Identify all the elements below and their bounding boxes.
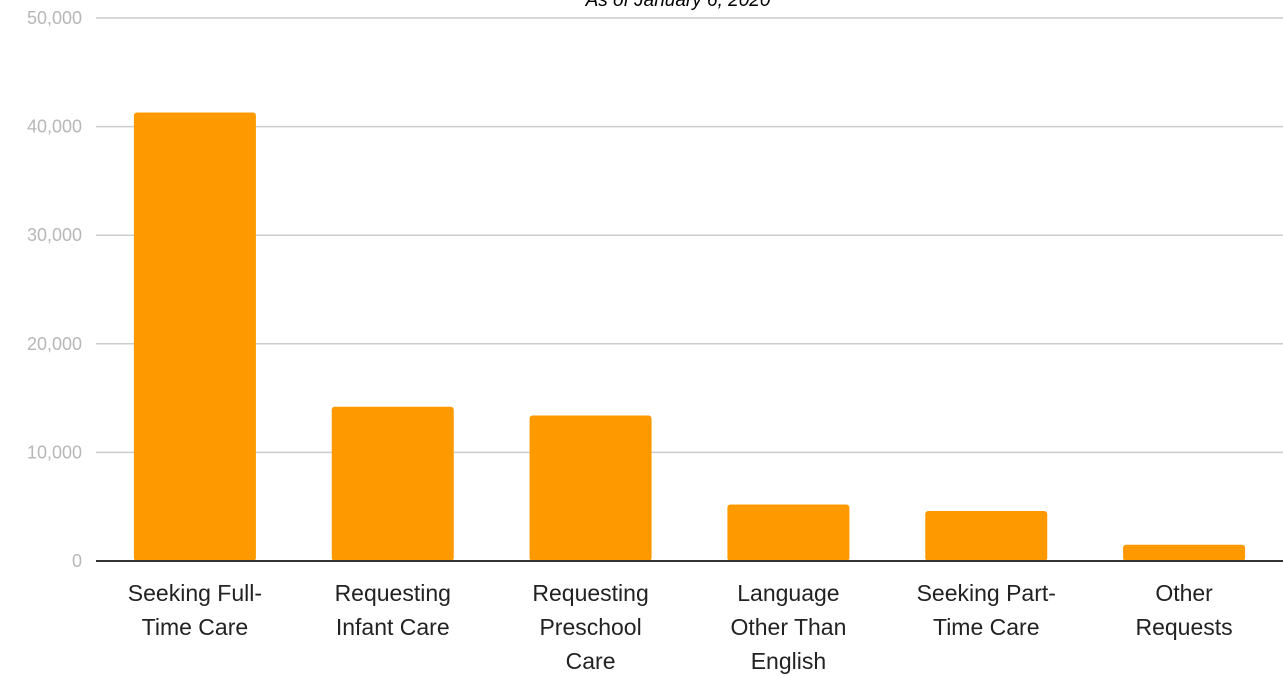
x-tick-label: Requesting [532,580,648,606]
x-tick-label: Other Than [730,614,846,640]
bar [1123,544,1246,561]
x-tick-label: Requests [1135,614,1232,640]
x-tick-label: Requesting [335,580,451,606]
bar [133,112,256,562]
y-tick-label: 0 [72,551,82,571]
y-tick-label: 10,000 [27,442,82,462]
bars [133,112,1246,562]
chart-subtitle: As of January 6, 2020 [585,0,771,11]
x-tick-label: Care [566,648,616,674]
bar [925,511,1048,561]
x-tick-label: Preschool [539,614,641,640]
bar [727,504,850,561]
x-axis-ticks: Seeking Full- Time Care Requesting Infant C… [128,580,1233,674]
y-tick-label: 40,000 [27,117,82,137]
x-tick-label: Time Care [142,614,249,640]
x-tick-label: Infant Care [336,614,450,640]
y-tick-label: 20,000 [27,334,82,354]
y-tick-label: 50,000 [27,8,82,28]
x-tick-label: Time Care [933,614,1040,640]
x-tick-label: English [751,648,826,674]
x-tick-label: Seeking Full- [128,580,262,606]
bar [529,415,652,561]
x-tick-label: Language [737,580,839,606]
x-tick-label: Other [1155,580,1213,606]
y-axis-ticks: 0 10,000 20,000 30,000 40,000 50,000 [27,8,82,571]
y-tick-label: 30,000 [27,225,82,245]
gridlines [96,17,1283,454]
bar [331,406,454,561]
x-tick-label: Seeking Part- [917,580,1056,606]
